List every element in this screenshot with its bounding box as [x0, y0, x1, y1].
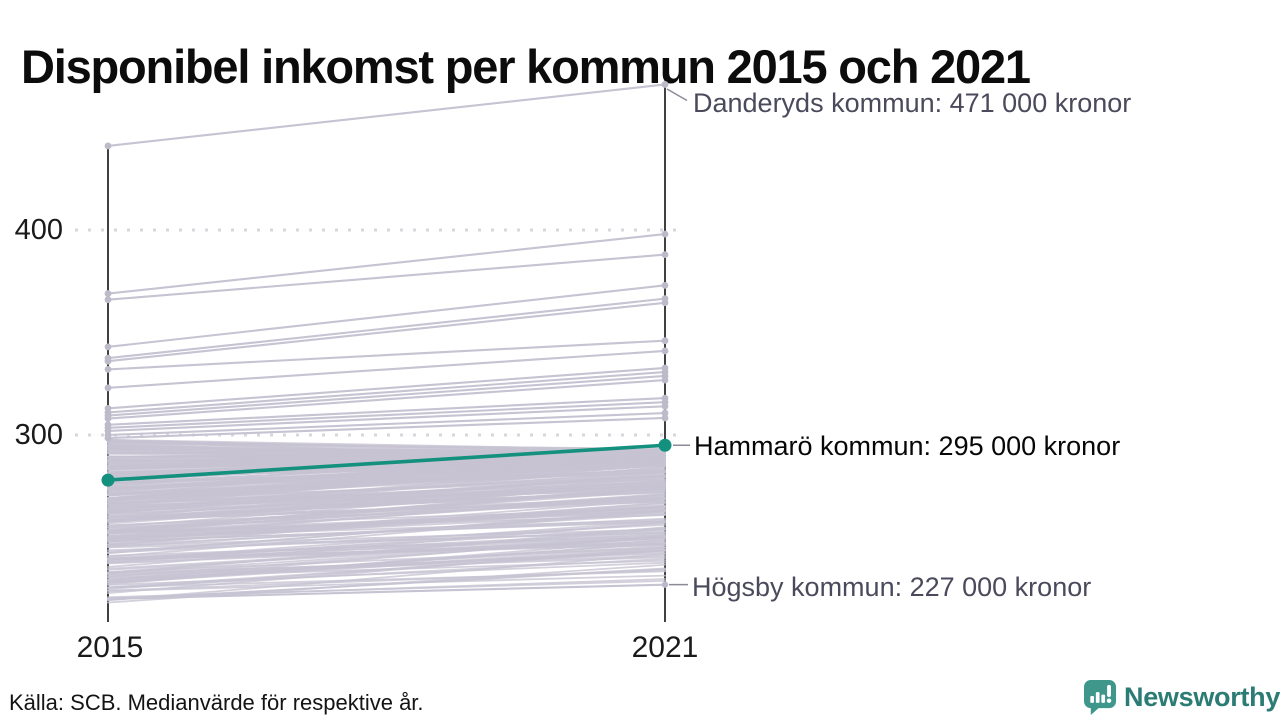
slope-line [106, 371, 667, 414]
y-axis-tick-300: 300 [14, 419, 63, 451]
highlight-line-hammaro [107, 443, 666, 482]
slope-line [107, 456, 666, 462]
endpoint-dot [661, 337, 669, 345]
endpoint-dot [104, 357, 112, 365]
slope-line [107, 561, 666, 586]
endpoint-dot [661, 402, 669, 410]
slope-line [107, 549, 666, 582]
endpoint-dot [104, 142, 112, 150]
slope-line-hogsby [106, 583, 667, 601]
slope-line [107, 536, 666, 571]
endpoint-dot [661, 230, 669, 238]
x-axis-label-2021: 2021 [631, 631, 699, 664]
slope-line [107, 506, 666, 537]
endpoint-dot [661, 299, 669, 307]
slope-line [106, 349, 667, 389]
slope-line [107, 546, 666, 574]
slope-line [106, 301, 667, 363]
endpoint-dot [104, 415, 112, 422]
slope-line [107, 523, 666, 554]
endpoint-dot [104, 290, 112, 297]
x-axis-label-2015: 2015 [76, 631, 144, 664]
slope-line [106, 366, 667, 410]
endpoint-dot [661, 81, 669, 88]
endpoint-dot [661, 347, 669, 355]
newsworthy-wordmark: Newsworthy [1124, 681, 1280, 712]
slope-line [106, 412, 667, 437]
slope-line [107, 569, 666, 592]
slope-line [106, 284, 667, 348]
slope-line [107, 460, 666, 485]
slope-line [106, 83, 667, 147]
y-axis-tick-400: 400 [14, 214, 63, 246]
annotation-danderyd: Danderyds kommun: 471 000 kronor [693, 88, 1132, 118]
endpoint-dot [661, 414, 669, 422]
annotation-leader-danderyd [666, 88, 688, 102]
slope-line [107, 483, 666, 511]
endpoint-dot [661, 409, 669, 417]
annotation-hogsby: Högsby kommun: 227 000 kronor [692, 572, 1092, 602]
slope-line [107, 501, 666, 544]
slope-line [107, 463, 666, 506]
slope-line [107, 497, 666, 535]
slope-line [107, 470, 666, 510]
endpoint-dot [661, 281, 669, 289]
endpoint-dot [104, 434, 112, 442]
slope-line [107, 510, 666, 558]
newsworthy-speech-bubble-chart-icon [1084, 680, 1117, 715]
slope-line [106, 405, 667, 432]
endpoint-dot [104, 343, 112, 351]
slope-line [107, 528, 666, 547]
source-note: Källa: SCB. Medianvärde för respektive å… [9, 690, 424, 715]
slope-line [106, 416, 667, 440]
slope-line [107, 463, 666, 490]
slope-line [106, 233, 667, 295]
highlight-dot-2015 [101, 473, 115, 487]
slope-line [107, 487, 666, 531]
page-title: Disponibel inkomst per kommun 2015 och 2… [21, 40, 1031, 94]
slope-line [106, 297, 667, 360]
endpoint-dot [104, 384, 112, 392]
newsworthy-branding: Newsworthy [1084, 679, 1280, 715]
slope-line [106, 253, 667, 301]
endpoint-dot [661, 581, 669, 588]
endpoint-dot [104, 366, 112, 373]
slope-line [106, 374, 667, 417]
slope-line [106, 379, 667, 420]
slope-line [106, 397, 667, 426]
slope-line [107, 578, 666, 600]
highlight-dot-2021 [658, 438, 672, 452]
endpoint-dot [104, 296, 112, 304]
endpoint-dot [661, 376, 669, 384]
slope-line [106, 339, 667, 371]
slope-line [107, 553, 666, 602]
slope-line [107, 541, 666, 561]
slope-line [107, 482, 666, 505]
slope-line [107, 438, 666, 451]
slope-line [107, 484, 666, 513]
slope-line [107, 470, 666, 501]
annotation-hammaro-highlight: Hammarö kommun: 295 000 kronor [694, 431, 1121, 461]
slope-line [106, 401, 667, 429]
endpoint-dot [661, 251, 669, 258]
